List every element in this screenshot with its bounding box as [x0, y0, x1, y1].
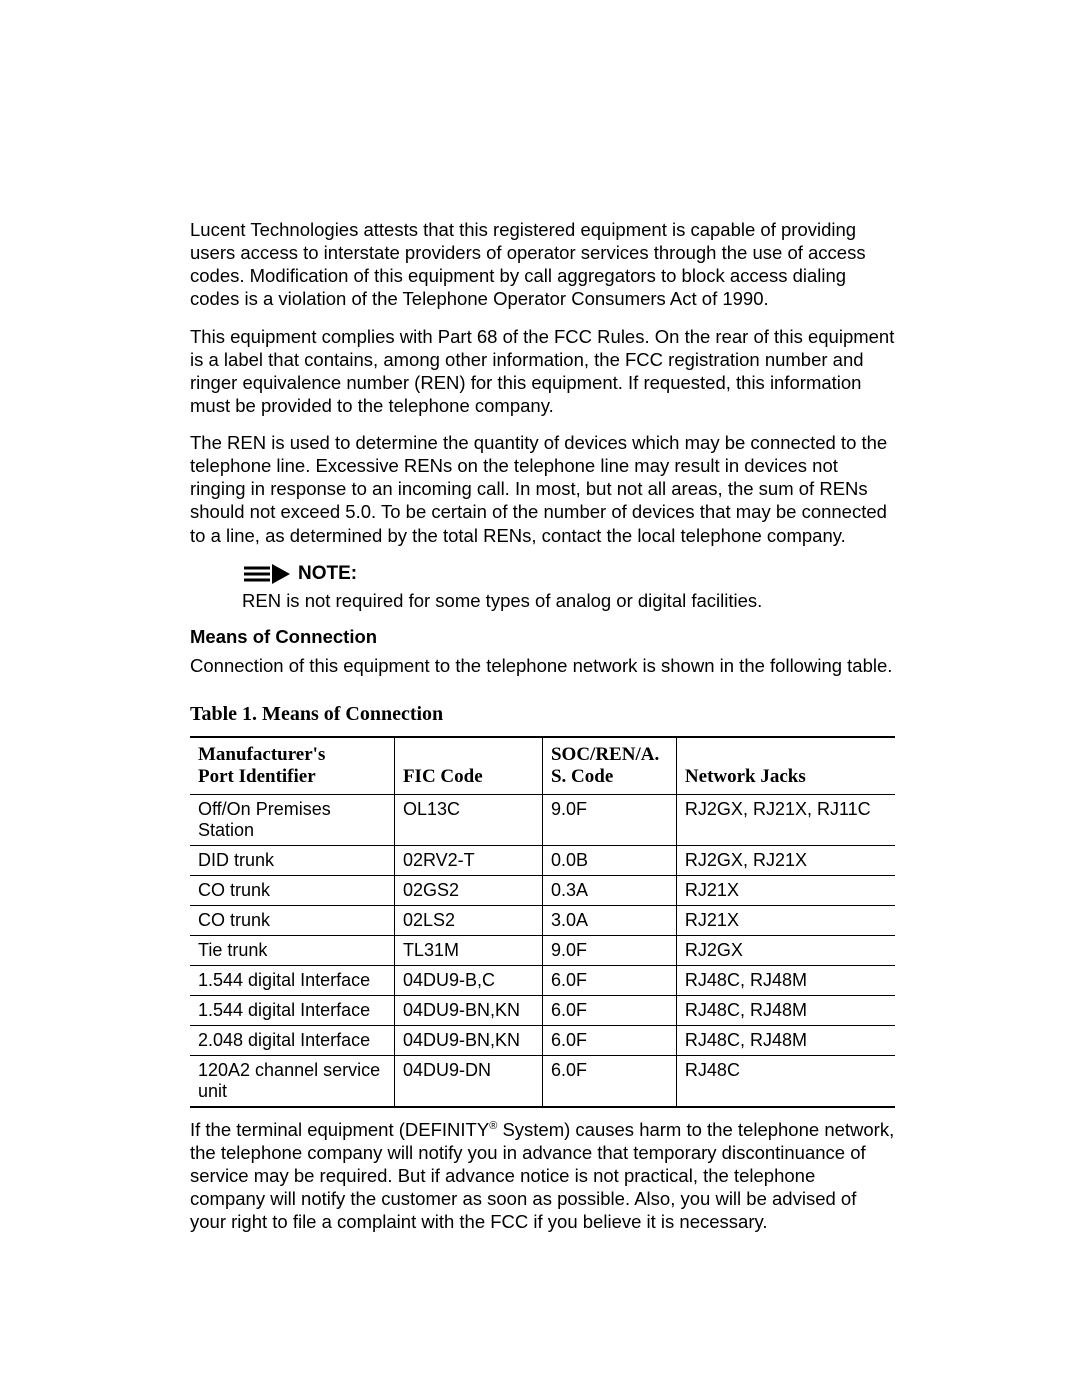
table-row: CO trunk 02GS2 0.3A RJ21X — [190, 875, 895, 905]
table-cell: 04DU9-BN,KN — [394, 1025, 542, 1055]
table-cell: RJ48C, RJ48M — [676, 1025, 895, 1055]
note-text: REN is not required for some types of an… — [242, 589, 895, 612]
header-line: Network Jacks — [685, 766, 806, 787]
table-cell: 9.0F — [542, 935, 676, 965]
header-line: Port Identifier — [198, 766, 316, 787]
table-cell: 3.0A — [542, 905, 676, 935]
table-row: 1.544 digital Interface 04DU9-B,C 6.0F R… — [190, 965, 895, 995]
table-cell: 0.0B — [542, 845, 676, 875]
table-cell: 1.544 digital Interface — [190, 995, 394, 1025]
table-cell: 6.0F — [542, 965, 676, 995]
table-cell: 04DU9-BN,KN — [394, 995, 542, 1025]
table-cell: 1.544 digital Interface — [190, 965, 394, 995]
note-label: NOTE: — [298, 563, 357, 585]
table-cell: RJ2GX — [676, 935, 895, 965]
paragraph-2: This equipment complies with Part 68 of … — [190, 325, 895, 418]
table-caption: Table 1. Means of Connection — [190, 703, 895, 726]
note-block: NOTE: — [242, 563, 895, 585]
table-cell: 120A2 channel service unit — [190, 1055, 394, 1107]
table-header-fic-code: FIC Code — [394, 737, 542, 795]
table-cell: 6.0F — [542, 1055, 676, 1107]
table-cell: Tie trunk — [190, 935, 394, 965]
paragraph-1: Lucent Technologies attests that this re… — [190, 218, 895, 311]
table-cell: Off/On Premises Station — [190, 794, 394, 845]
table-cell: 0.3A — [542, 875, 676, 905]
table-cell: CO trunk — [190, 875, 394, 905]
table-cell: 2.048 digital Interface — [190, 1025, 394, 1055]
table-cell: RJ2GX, RJ21X, RJ11C — [676, 794, 895, 845]
means-intro: Connection of this equipment to the tele… — [190, 654, 895, 677]
table-cell: RJ48C, RJ48M — [676, 995, 895, 1025]
post-table-text-before: If the terminal equipment (DEFINITY — [190, 1119, 489, 1140]
table-cell: 02RV2-T — [394, 845, 542, 875]
header-line: FIC Code — [403, 766, 483, 787]
table-cell: 02LS2 — [394, 905, 542, 935]
table-row: 2.048 digital Interface 04DU9-BN,KN 6.0F… — [190, 1025, 895, 1055]
paragraph-3: The REN is used to determine the quantit… — [190, 431, 895, 547]
table-header-soc-ren: SOC/REN/A. S. Code — [542, 737, 676, 795]
table-header-network-jacks: Network Jacks — [676, 737, 895, 795]
post-table-paragraph: If the terminal equipment (DEFINITY® Sys… — [190, 1118, 895, 1234]
table-row: Off/On Premises Station OL13C 9.0F RJ2GX… — [190, 794, 895, 845]
table-cell: TL31M — [394, 935, 542, 965]
table-header-row: Manufacturer's Port Identifier FIC Code … — [190, 737, 895, 795]
table-row: Tie trunk TL31M 9.0F RJ2GX — [190, 935, 895, 965]
table-cell: RJ48C — [676, 1055, 895, 1107]
table-row: CO trunk 02LS2 3.0A RJ21X — [190, 905, 895, 935]
table-header-port-identifier: Manufacturer's Port Identifier — [190, 737, 394, 795]
table-cell: 04DU9-B,C — [394, 965, 542, 995]
table-cell: 9.0F — [542, 794, 676, 845]
table-cell: DID trunk — [190, 845, 394, 875]
header-line: S. Code — [551, 766, 613, 787]
document-page: Lucent Technologies attests that this re… — [0, 0, 1080, 1397]
table-cell: CO trunk — [190, 905, 394, 935]
table-body: Off/On Premises Station OL13C 9.0F RJ2GX… — [190, 794, 895, 1107]
header-line: Manufacturer's — [198, 744, 325, 765]
table-cell: 04DU9-DN — [394, 1055, 542, 1107]
means-of-connection-heading: Means of Connection — [190, 626, 895, 648]
table-cell: 02GS2 — [394, 875, 542, 905]
table-row: DID trunk 02RV2-T 0.0B RJ2GX, RJ21X — [190, 845, 895, 875]
table-cell: OL13C — [394, 794, 542, 845]
table-cell: 6.0F — [542, 1025, 676, 1055]
table-cell: 6.0F — [542, 995, 676, 1025]
means-of-connection-table: Manufacturer's Port Identifier FIC Code … — [190, 736, 895, 1108]
table-row: 120A2 channel service unit 04DU9-DN 6.0F… — [190, 1055, 895, 1107]
note-arrow-icon — [242, 563, 292, 585]
header-line: SOC/REN/A. — [551, 744, 659, 765]
table-cell: RJ2GX, RJ21X — [676, 845, 895, 875]
table-cell: RJ21X — [676, 905, 895, 935]
table-cell: RJ48C, RJ48M — [676, 965, 895, 995]
table-cell: RJ21X — [676, 875, 895, 905]
table-row: 1.544 digital Interface 04DU9-BN,KN 6.0F… — [190, 995, 895, 1025]
